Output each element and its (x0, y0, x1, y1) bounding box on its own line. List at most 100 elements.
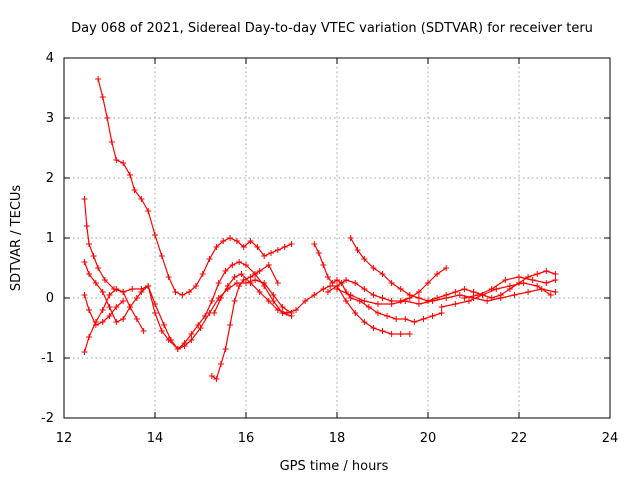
data-point (388, 331, 395, 337)
data-point (361, 319, 368, 325)
data-point (452, 289, 459, 295)
data-point (152, 232, 158, 238)
data-point (268, 250, 275, 256)
data-point (420, 316, 427, 322)
data-point (370, 292, 377, 298)
series-track-12 (438, 280, 554, 310)
data-point (81, 196, 88, 202)
data-point (265, 298, 272, 304)
x-tick-labels: 12 14 16 18 20 22 24 (56, 431, 619, 446)
data-point (95, 265, 102, 271)
data-point (247, 274, 254, 280)
data-point (347, 235, 354, 241)
data-point (81, 292, 88, 298)
data-point (238, 271, 245, 277)
x-tick-label: 12 (56, 431, 73, 446)
data-point (361, 286, 368, 292)
data-point (92, 280, 99, 286)
data-point (415, 301, 422, 307)
data-point (233, 238, 240, 244)
data-point (152, 310, 158, 316)
data-point (488, 286, 495, 292)
data-point (397, 331, 404, 337)
data-point (402, 316, 409, 322)
data-point (279, 304, 286, 310)
data-point (227, 322, 234, 328)
data-point (352, 310, 359, 316)
data-point (429, 298, 436, 304)
data-point (247, 280, 254, 286)
plot-frame (63, 57, 611, 419)
series-line (83, 261, 292, 350)
data-point (379, 271, 386, 277)
data-point (113, 157, 120, 163)
data-point (165, 274, 172, 280)
data-point (224, 283, 231, 289)
data-point (217, 295, 224, 301)
data-point (374, 310, 381, 316)
data-point (320, 262, 327, 268)
data-point (274, 307, 281, 313)
data-point (361, 298, 368, 304)
data-point (86, 307, 93, 313)
y-tick-label: 4 (46, 51, 54, 66)
data-point (384, 313, 391, 319)
data-point (443, 265, 450, 271)
data-point (99, 307, 106, 313)
data-point (302, 298, 309, 304)
data-point (320, 286, 327, 292)
data-point (113, 286, 120, 292)
data-point (261, 280, 268, 286)
data-point (511, 292, 518, 298)
data-point (254, 244, 261, 250)
series-track-8 (311, 241, 445, 325)
series-line (97, 78, 292, 296)
data-point (106, 313, 113, 319)
data-point (434, 271, 441, 277)
y-tick-label: 0 (46, 291, 54, 306)
data-point (120, 160, 127, 166)
data-point (120, 316, 127, 322)
data-point (393, 316, 400, 322)
data-point (283, 310, 290, 316)
data-point (406, 331, 413, 337)
data-point (370, 325, 377, 331)
chart-title: Day 068 of 2021, Sidereal Day-to-day VTE… (71, 21, 593, 36)
axis-ticks (63, 57, 611, 419)
series-track-4 (81, 286, 147, 355)
x-tick-label: 20 (420, 431, 437, 446)
x-tick-label: 24 (602, 431, 619, 446)
data-point (86, 334, 93, 340)
data-point (113, 319, 120, 325)
series-track-2 (81, 196, 295, 352)
series-line (83, 288, 145, 353)
data-point (438, 310, 445, 316)
data-point (265, 262, 272, 268)
x-tick-label: 16 (238, 431, 255, 446)
x-axis-label: GPS time / hours (280, 459, 389, 474)
data-point (165, 337, 172, 343)
data-point (397, 286, 404, 292)
data-point (465, 298, 472, 304)
data-point (415, 289, 422, 295)
data-point (329, 280, 336, 286)
data-point (192, 283, 199, 289)
grid-lines (64, 58, 610, 418)
data-point (188, 337, 195, 343)
series-track-13 (461, 274, 559, 301)
data-point (220, 238, 227, 244)
data-point (172, 289, 179, 295)
data-point (179, 292, 186, 298)
data-point (174, 346, 181, 352)
data-point (133, 295, 140, 301)
data-point (334, 286, 340, 292)
data-point (222, 346, 229, 352)
data-point (388, 301, 395, 307)
data-point (402, 298, 409, 304)
data-point (543, 268, 550, 274)
data-point (370, 265, 377, 271)
data-point (516, 274, 522, 280)
data-point (236, 283, 243, 289)
series-line (350, 237, 556, 302)
